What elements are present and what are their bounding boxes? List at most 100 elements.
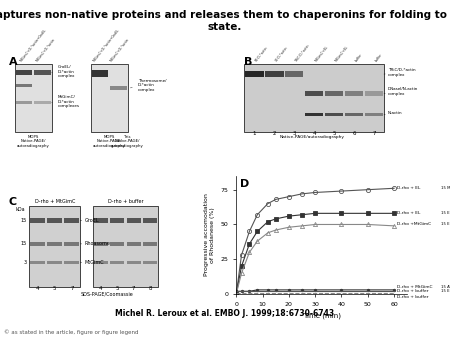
FancyBboxPatch shape <box>16 84 32 87</box>
Text: 6: 6 <box>352 131 356 136</box>
FancyBboxPatch shape <box>345 113 363 116</box>
Text: 15 ATP: 15 ATP <box>441 285 450 289</box>
Text: © as stated in the article, figure or figure legend: © as stated in the article, figure or fi… <box>4 329 139 335</box>
Text: 4: 4 <box>36 286 40 291</box>
Text: D: D <box>240 179 249 189</box>
FancyBboxPatch shape <box>245 71 264 77</box>
Text: 8: 8 <box>148 286 152 291</box>
Text: 15: 15 <box>21 241 27 246</box>
Text: Native-PAGE/autoradiography: Native-PAGE/autoradiography <box>279 135 345 139</box>
FancyBboxPatch shape <box>110 86 126 90</box>
Text: 15 ES/ATP: 15 ES/ATP <box>441 211 450 215</box>
FancyBboxPatch shape <box>143 218 157 223</box>
Text: Michel R. Leroux et al. EMBO J. 1999;18:6730-6743: Michel R. Leroux et al. EMBO J. 1999;18:… <box>116 309 334 318</box>
Text: N-actin: N-actin <box>384 111 403 115</box>
FancyBboxPatch shape <box>16 101 32 104</box>
FancyBboxPatch shape <box>365 91 383 96</box>
Text: D-rho +MtGimC: D-rho +MtGimC <box>397 222 431 226</box>
Text: 5: 5 <box>53 286 57 291</box>
FancyBboxPatch shape <box>143 261 157 264</box>
Text: 3: 3 <box>292 131 296 136</box>
FancyBboxPatch shape <box>126 242 141 246</box>
FancyBboxPatch shape <box>34 70 51 75</box>
FancyBboxPatch shape <box>64 242 79 246</box>
FancyBboxPatch shape <box>47 242 62 246</box>
FancyBboxPatch shape <box>92 70 108 77</box>
FancyBboxPatch shape <box>143 242 157 246</box>
Text: buffer: buffer <box>374 52 383 63</box>
Text: MtGimC+D-*actin: MtGimC+D-*actin <box>35 37 56 63</box>
Text: B: B <box>244 57 253 67</box>
FancyBboxPatch shape <box>93 206 158 287</box>
Text: DNaseI/N-actin
complex: DNaseI/N-actin complex <box>384 87 418 96</box>
Text: 30·D-*actin: 30·D-*actin <box>274 45 289 63</box>
Text: SDS-PAGE/Coomassie: SDS-PAGE/Coomassie <box>81 291 134 296</box>
Text: 15 EL 15 ES/ATP: 15 EL 15 ES/ATP <box>441 289 450 293</box>
Text: MtGimC+D-*actin+GroEL: MtGimC+D-*actin+GroEL <box>93 28 121 63</box>
Text: 5: 5 <box>333 131 336 136</box>
Text: kDa: kDa <box>15 207 25 212</box>
Text: EMBO: EMBO <box>382 318 410 327</box>
Text: GroEL/
D-*actin
complex: GroEL/ D-*actin complex <box>52 65 75 78</box>
FancyBboxPatch shape <box>30 242 45 246</box>
FancyBboxPatch shape <box>16 70 32 75</box>
FancyBboxPatch shape <box>94 218 108 223</box>
Text: D-rho + buffer: D-rho + buffer <box>397 289 428 293</box>
Text: MtGimC/
D-*actin
complexes: MtGimC/ D-*actin complexes <box>52 95 80 108</box>
FancyBboxPatch shape <box>365 113 383 116</box>
Text: MtGimC+D-*actin+GroEL: MtGimC+D-*actin+GroEL <box>19 28 47 63</box>
Text: THE: THE <box>391 315 401 320</box>
Text: MtGimC: MtGimC <box>81 260 104 265</box>
FancyBboxPatch shape <box>110 261 125 264</box>
Text: TRiC·D-*actin: TRiC·D-*actin <box>294 43 310 63</box>
Text: Rhoasome: Rhoasome <box>81 241 110 246</box>
FancyBboxPatch shape <box>126 218 141 223</box>
Text: GroEL: GroEL <box>81 218 99 223</box>
Text: D-rho + EL: D-rho + EL <box>397 186 420 190</box>
Text: A: A <box>9 57 17 67</box>
Text: D-rho + buffer: D-rho + buffer <box>397 295 428 299</box>
FancyBboxPatch shape <box>345 91 363 96</box>
FancyBboxPatch shape <box>34 101 51 104</box>
Text: 5: 5 <box>116 286 119 291</box>
Text: D-rho + EL: D-rho + EL <box>397 211 420 215</box>
Text: TRiC/D-*actin
complex: TRiC/D-*actin complex <box>384 68 416 77</box>
Text: 50·D-*actin: 50·D-*actin <box>254 45 269 63</box>
Text: MtGimC+D-*actin: MtGimC+D-*actin <box>109 37 130 63</box>
FancyBboxPatch shape <box>29 206 81 287</box>
Text: 15 MtGimC/ES/ATP: 15 MtGimC/ES/ATP <box>441 186 450 190</box>
Text: 7: 7 <box>132 286 135 291</box>
FancyBboxPatch shape <box>30 261 45 264</box>
Text: 4: 4 <box>99 286 103 291</box>
FancyBboxPatch shape <box>325 91 343 96</box>
FancyBboxPatch shape <box>110 218 125 223</box>
FancyBboxPatch shape <box>126 261 141 264</box>
FancyBboxPatch shape <box>110 242 125 246</box>
FancyBboxPatch shape <box>285 71 303 77</box>
FancyBboxPatch shape <box>265 71 284 77</box>
FancyBboxPatch shape <box>64 261 79 264</box>
FancyBboxPatch shape <box>47 218 62 223</box>
FancyBboxPatch shape <box>94 261 108 264</box>
Text: buffer: buffer <box>354 52 363 63</box>
Text: D-rho + buffer: D-rho + buffer <box>108 199 144 204</box>
Text: JOURNAL: JOURNAL <box>385 327 407 332</box>
FancyBboxPatch shape <box>305 91 324 96</box>
FancyBboxPatch shape <box>305 113 324 116</box>
Text: 2: 2 <box>273 131 276 136</box>
Text: 15: 15 <box>21 218 27 223</box>
FancyBboxPatch shape <box>244 65 384 132</box>
Text: MtGimC+EL: MtGimC+EL <box>334 45 349 63</box>
Text: 4: 4 <box>312 131 316 136</box>
Text: 7: 7 <box>70 286 74 291</box>
Text: Tris
Native-PAGE/
autoradiography: Tris Native-PAGE/ autoradiography <box>111 135 144 148</box>
Text: 3: 3 <box>24 260 27 265</box>
Text: MOPS
Native-PAGE/
autoradiography: MOPS Native-PAGE/ autoradiography <box>17 135 50 148</box>
FancyBboxPatch shape <box>325 113 343 116</box>
Text: 15 EL 15 ES/ATP: 15 EL 15 ES/ATP <box>441 222 450 226</box>
Text: D-rho + MtGimC: D-rho + MtGimC <box>397 285 432 289</box>
FancyBboxPatch shape <box>90 65 127 132</box>
Text: C: C <box>9 197 17 207</box>
FancyBboxPatch shape <box>30 218 45 223</box>
Text: MOPS
Native-PAGE/
autoradiography: MOPS Native-PAGE/ autoradiography <box>93 135 126 148</box>
